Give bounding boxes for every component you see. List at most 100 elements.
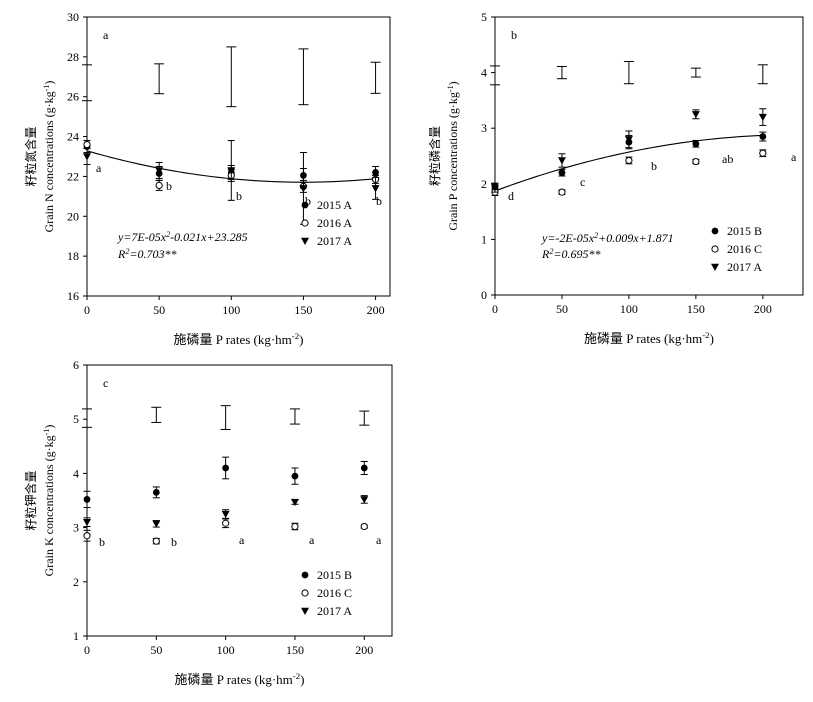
- significance-letter: b: [376, 194, 382, 208]
- data-point: [360, 464, 368, 472]
- data-point: [557, 157, 566, 165]
- significance-letter: b: [166, 179, 172, 193]
- legend-label: 2017 A: [317, 604, 352, 618]
- y-tick-label: 4: [73, 466, 79, 480]
- y-axis-label-en: Grain K concentrations (g·kg-1): [42, 425, 57, 577]
- data-point: [152, 488, 160, 496]
- significance-letter: d: [508, 189, 514, 203]
- reference-error-bar: [151, 406, 162, 423]
- data-point: [360, 522, 368, 531]
- data-point: [221, 510, 230, 519]
- data-point: [222, 519, 230, 527]
- data-point: [291, 472, 299, 480]
- significance-letter: c: [580, 175, 585, 189]
- legend-label: 2016 A: [317, 216, 352, 230]
- x-axis-label: 施磷量 P rates (kg·hm-2): [173, 331, 303, 347]
- data-point: [491, 184, 499, 192]
- reference-error-bar: [226, 46, 237, 108]
- significance-letter: b: [171, 535, 177, 549]
- x-tick-label: 150: [687, 302, 705, 316]
- data-point: [155, 167, 164, 175]
- data-point: [692, 140, 700, 148]
- data-point: [83, 496, 91, 503]
- panel-label: b: [511, 28, 517, 42]
- y-tick-label: 30: [67, 10, 79, 24]
- y-tick-label: 5: [481, 10, 487, 24]
- data-point: [290, 498, 299, 507]
- data-point: [152, 520, 161, 528]
- data-point: [692, 157, 700, 166]
- series-2016-C: [83, 518, 368, 545]
- legend-marker: [301, 571, 309, 579]
- reference-error-bar: [556, 65, 567, 80]
- x-tick-label: 0: [492, 302, 498, 316]
- legend-marker: [711, 227, 719, 235]
- y-tick-label: 18: [67, 249, 79, 263]
- x-tick-label: 200: [355, 643, 373, 657]
- data-point: [372, 169, 379, 176]
- data-point: [759, 133, 767, 140]
- chart-panel-a: 0 50 100 150 200 16 18 20 22 24 26 28 30 a 施磷量 P rates…: [23, 10, 391, 347]
- data-point: [83, 518, 91, 527]
- y-tick-label: 2: [481, 177, 487, 191]
- y-tick-label: 3: [73, 521, 79, 535]
- y-axis-label-en: Grain P concentrations (g·kg-1): [446, 81, 461, 230]
- y-tick-label: 3: [481, 121, 487, 135]
- fit-equation: y=-2E-05x2+0.009x+1.871: [541, 231, 674, 246]
- y-axis-label-cn: 籽粒氮含量: [23, 126, 38, 186]
- reference-error-bar: [82, 408, 92, 428]
- reference-error-bar: [370, 61, 381, 94]
- series-2017-A: [83, 495, 369, 528]
- data-point: [558, 188, 566, 196]
- series-2016-C: [491, 149, 767, 196]
- legend-label: 2016 C: [317, 586, 352, 600]
- y-tick-label: 6: [73, 358, 79, 372]
- legend-marker: [301, 237, 309, 245]
- x-tick-label: 0: [84, 643, 90, 657]
- legend-label: 2015 A: [317, 198, 352, 212]
- legend-label: 2016 C: [727, 242, 762, 256]
- significance-letter: b: [305, 194, 311, 208]
- legend-label: 2017 A: [727, 260, 762, 274]
- reference-error-bar: [298, 48, 309, 106]
- y-tick-label: 1: [481, 232, 487, 246]
- fit-r2: R2=0.695**: [541, 247, 601, 262]
- significance-letter: a: [309, 533, 315, 547]
- data-point: [558, 169, 566, 177]
- significance-letter: a: [791, 150, 797, 164]
- legend: 2015 A 2016 A 2017 A: [301, 198, 352, 248]
- legend: 2015 B 2016 C 2017 A: [301, 568, 352, 618]
- data-point: [758, 113, 767, 122]
- legend-label: 2015 B: [727, 224, 762, 238]
- panel-label: a: [103, 28, 109, 42]
- reference-error-bar: [490, 65, 500, 86]
- reference-error-bar: [154, 63, 165, 95]
- chart-panel-b: 0 50 100 150 200 0 1 2 3 4 5 b 施磷量 P rates (kg·hm-2)…: [427, 10, 804, 346]
- y-tick-label: 0: [481, 288, 487, 302]
- x-tick-label: 150: [286, 643, 304, 657]
- data-point: [222, 464, 230, 472]
- reference-error-bar: [82, 64, 92, 102]
- data-point: [83, 532, 91, 540]
- legend-marker: [301, 607, 309, 615]
- legend-marker: [711, 245, 719, 253]
- reference-error-bar: [220, 405, 231, 430]
- y-tick-label: 4: [481, 66, 487, 80]
- data-point: [155, 181, 163, 189]
- data-point: [759, 149, 767, 157]
- legend: 2015 B 2016 C 2017 A: [711, 224, 762, 274]
- reference-error-bar: [289, 408, 300, 425]
- fit-curve: [494, 134, 763, 192]
- significance-letter: a: [96, 161, 102, 175]
- fit-equation: y=7E-05x2-0.021x+23.285: [117, 230, 248, 245]
- x-tick-label: 50: [153, 303, 165, 317]
- legend-label: 2017 A: [317, 234, 352, 248]
- data-point: [299, 185, 308, 193]
- data-point: [83, 153, 91, 161]
- y-axis-label-cn: 籽粒钾含量: [23, 470, 38, 530]
- x-axis-label: 施磷量 P rates (kg·hm-2): [174, 671, 304, 687]
- series-2015-B: [83, 456, 368, 509]
- y-tick-label: 1: [73, 629, 79, 643]
- y-tick-label: 24: [67, 130, 79, 144]
